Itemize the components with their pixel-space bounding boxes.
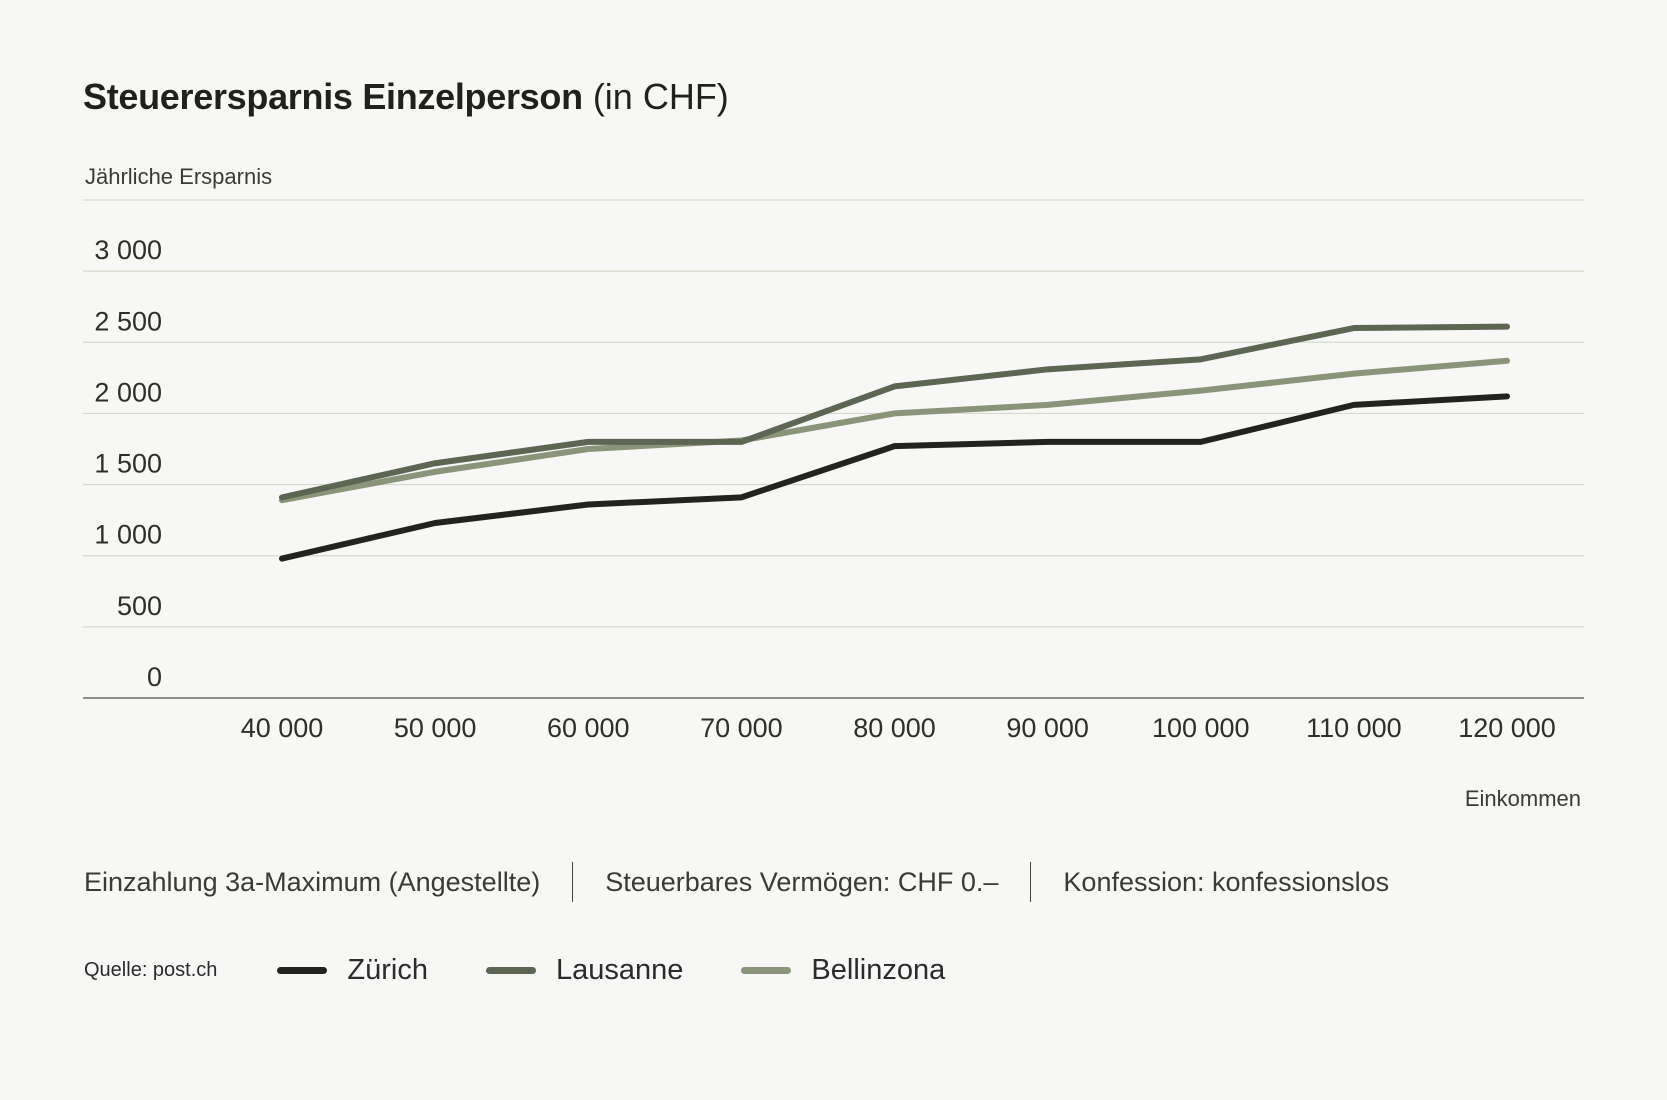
line-chart: 0 500 1 000 1 500 2 000 2 500 3 000 40 000 50 00…	[83, 199, 1584, 743]
series-line-bellinzona	[279, 357, 1510, 504]
x-tick-label: 120 000	[1458, 713, 1556, 743]
chart-footer: Quelle: post.ch Zürich Lausanne Bellinzo…	[84, 954, 1003, 987]
chart-notes: Einzahlung 3a-Maximum (Angestellte) Steu…	[84, 862, 1389, 902]
y-tick-label: 3 000	[94, 235, 162, 265]
legend-swatch	[741, 967, 792, 974]
y-axis-label: Jährliche Ersparnis	[85, 164, 273, 189]
x-tick-label: 110 000	[1306, 713, 1402, 743]
note-separator	[572, 862, 574, 902]
note-deposit: Einzahlung 3a-Maximum (Angestellte)	[84, 866, 541, 897]
legend-label: Lausanne	[556, 954, 684, 986]
legend-item-lausanne: Lausanne	[486, 954, 683, 987]
y-tick-label: 500	[117, 591, 162, 621]
legend-swatch	[486, 967, 536, 974]
y-tick-label: 2 500	[94, 306, 162, 336]
y-tick-label: 0	[147, 662, 162, 692]
note-separator	[1030, 862, 1032, 902]
legend-swatch	[277, 967, 328, 974]
x-tick-label: 40 000	[241, 713, 324, 743]
y-tick-label: 2 000	[94, 377, 162, 407]
x-axis-label: Einkommen	[1464, 786, 1581, 811]
legend-item-bellinzona: Bellinzona	[741, 954, 945, 987]
chart-title-unit: (in CHF)	[592, 76, 729, 117]
x-tick-label: 100 000	[1152, 713, 1250, 743]
y-tick-label: 1 000	[94, 520, 162, 550]
x-tick-label: 70 000	[700, 713, 783, 743]
x-tick-label: 50 000	[394, 713, 477, 743]
legend-item-zurich: Zürich	[277, 954, 428, 987]
series-line-lausanne	[279, 323, 1510, 501]
note-confession: Konfession: konfessionslos	[1063, 866, 1390, 897]
x-tick-label: 60 000	[547, 713, 630, 743]
chart-title: Steuerersparnis Einzelperson (in CHF)	[83, 76, 729, 118]
legend-label: Bellinzona	[811, 954, 946, 986]
series-line-zrich	[279, 393, 1510, 562]
y-tick-label: 1 500	[94, 449, 162, 479]
chart-title-main: Steuerersparnis Einzelperson	[83, 76, 583, 117]
note-wealth: Steuerbares Vermögen: CHF 0.–	[605, 866, 999, 897]
legend-label: Zürich	[347, 954, 428, 986]
x-tick-label: 80 000	[853, 713, 936, 743]
source-note: Quelle: post.ch	[84, 959, 218, 981]
x-tick-label: 90 000	[1006, 713, 1089, 743]
